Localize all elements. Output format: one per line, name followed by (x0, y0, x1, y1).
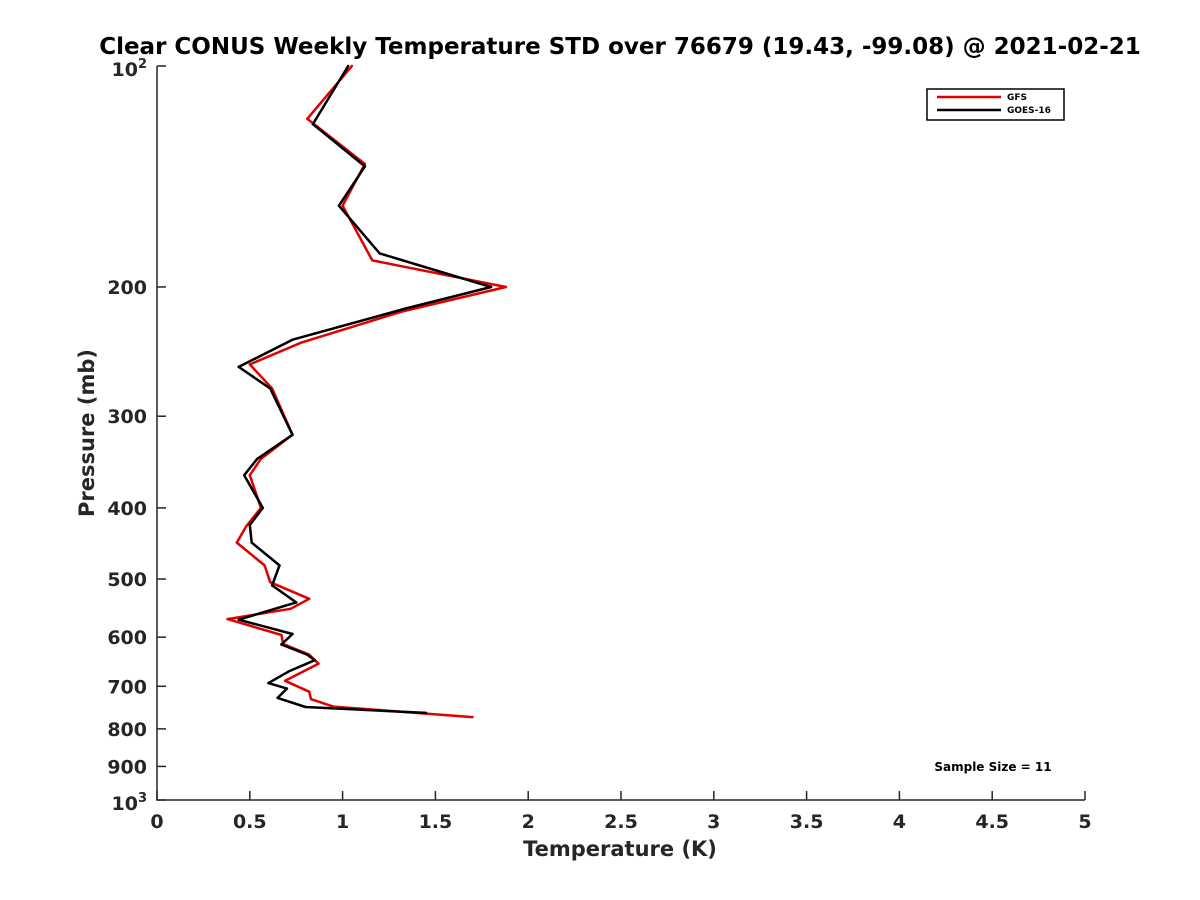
x-tick-label: 5 (1078, 811, 1091, 833)
data-point-goes-16 (280, 643, 283, 646)
data-point-goes-16 (261, 506, 264, 510)
x-axis-ticks: 0 0.5 1 1.5 2 2.5 3 3.5 4 4.5 5 (150, 791, 1092, 833)
x-tick-label: 0 (150, 811, 163, 833)
data-point-gfs (300, 341, 303, 344)
data-point-gfs (263, 564, 266, 567)
data-point-goes-16 (285, 687, 289, 690)
data-point-gfs (317, 662, 320, 665)
y-tick-label: 700 (107, 676, 147, 698)
data-point-gfs (269, 581, 272, 584)
data-point-gfs (350, 64, 354, 68)
data-point-goes-16 (313, 659, 316, 662)
data-point-goes-16 (248, 523, 251, 527)
series-line-goes-16 (237, 65, 493, 715)
data-point-goes-16 (256, 457, 259, 461)
data-point-goes-16 (276, 696, 279, 700)
data-point-goes-16 (306, 653, 309, 656)
y-tick-label: 200 (107, 277, 147, 299)
data-point-gfs (226, 617, 229, 621)
chart-title: Clear CONUS Weekly Temperature STD over … (99, 34, 1141, 60)
data-point-gfs (283, 679, 287, 682)
data-point-gfs (248, 363, 251, 366)
data-point-gfs (309, 698, 313, 701)
data-point-goes-16 (295, 601, 298, 604)
x-tick-label: 3.5 (790, 811, 824, 833)
data-point-goes-16 (378, 252, 381, 255)
data-point-goes-16 (269, 387, 272, 390)
x-tick-label: 4.5 (975, 811, 1009, 833)
data-point-gfs (306, 117, 309, 121)
legend-label-gfs: GFS (1007, 93, 1027, 103)
data-point-goes-16 (250, 541, 253, 544)
x-tick-label: 1 (336, 811, 349, 833)
data-point-gfs (289, 607, 292, 610)
data-point-gfs (308, 690, 311, 693)
x-axis-label: Temperature (K) (523, 837, 717, 861)
data-point-goes-16 (424, 711, 428, 715)
data-point-goes-16 (278, 564, 281, 567)
data-point-goes-16 (311, 122, 315, 126)
y-tick-label: 103 (112, 791, 148, 815)
x-tick-label: 2 (522, 811, 535, 833)
data-point-goes-16 (363, 165, 367, 168)
y-tick-label: 600 (107, 627, 147, 649)
data-point-goes-16 (337, 204, 341, 207)
data-point-goes-16 (489, 285, 493, 289)
data-point-gfs (280, 633, 283, 637)
data-point-gfs (244, 525, 248, 528)
y-tick-label: 400 (107, 498, 147, 520)
series-layer (226, 64, 508, 719)
data-point-gfs (341, 204, 344, 207)
x-tick-label: 0.5 (233, 811, 267, 833)
data-point-gfs (504, 285, 508, 289)
data-point-gfs (259, 457, 263, 461)
y-axis-ticks: 102 200 300 400 500 600 700 800 900 103 (107, 57, 166, 815)
legend-label-goes-16: GOES-16 (1007, 106, 1051, 116)
y-tick-label: 500 (107, 569, 147, 591)
y-tick-label: 900 (107, 756, 147, 778)
x-tick-label: 2.5 (604, 811, 638, 833)
data-point-gfs (235, 541, 238, 544)
data-point-goes-16 (243, 474, 246, 477)
data-point-gfs (471, 715, 474, 719)
data-point-goes-16 (291, 433, 294, 436)
legend: GFS GOES-16 (926, 88, 1065, 121)
plot-area: 0 0.5 1 1.5 2 2.5 3 3.5 4 4.5 5 102 200 300 400 500 600… (107, 57, 1091, 833)
data-point-goes-16 (287, 670, 290, 673)
legend-box (926, 88, 1065, 121)
data-point-goes-16 (404, 307, 407, 310)
y-tick-label: 800 (107, 719, 147, 741)
data-point-gfs (248, 474, 251, 477)
data-point-goes-16 (304, 705, 307, 709)
data-point-goes-16 (267, 681, 270, 685)
data-point-goes-16 (270, 584, 274, 587)
x-tick-label: 4 (893, 811, 906, 833)
data-point-goes-16 (347, 64, 350, 68)
data-point-gfs (371, 259, 374, 262)
y-axis-label: Pressure (mb) (75, 349, 99, 517)
series-line-gfs (226, 65, 508, 719)
y-tick-label: 102 (112, 57, 148, 81)
x-tick-label: 1.5 (419, 811, 453, 833)
data-point-gfs (308, 597, 311, 600)
data-point-goes-16 (237, 365, 240, 369)
data-point-goes-16 (237, 618, 240, 621)
y-tick-label: 300 (107, 406, 147, 428)
x-tick-label: 3 (707, 811, 720, 833)
data-point-goes-16 (291, 338, 294, 341)
data-point-goes-16 (291, 632, 294, 636)
sample-size-annotation: Sample Size = 11 (934, 760, 1051, 774)
